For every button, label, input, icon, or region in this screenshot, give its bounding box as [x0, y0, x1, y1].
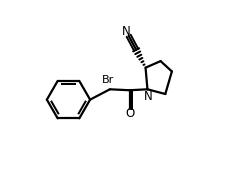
Text: Br: Br — [102, 75, 114, 85]
Text: O: O — [125, 107, 134, 120]
Text: N: N — [122, 24, 131, 38]
Text: N: N — [144, 90, 153, 103]
